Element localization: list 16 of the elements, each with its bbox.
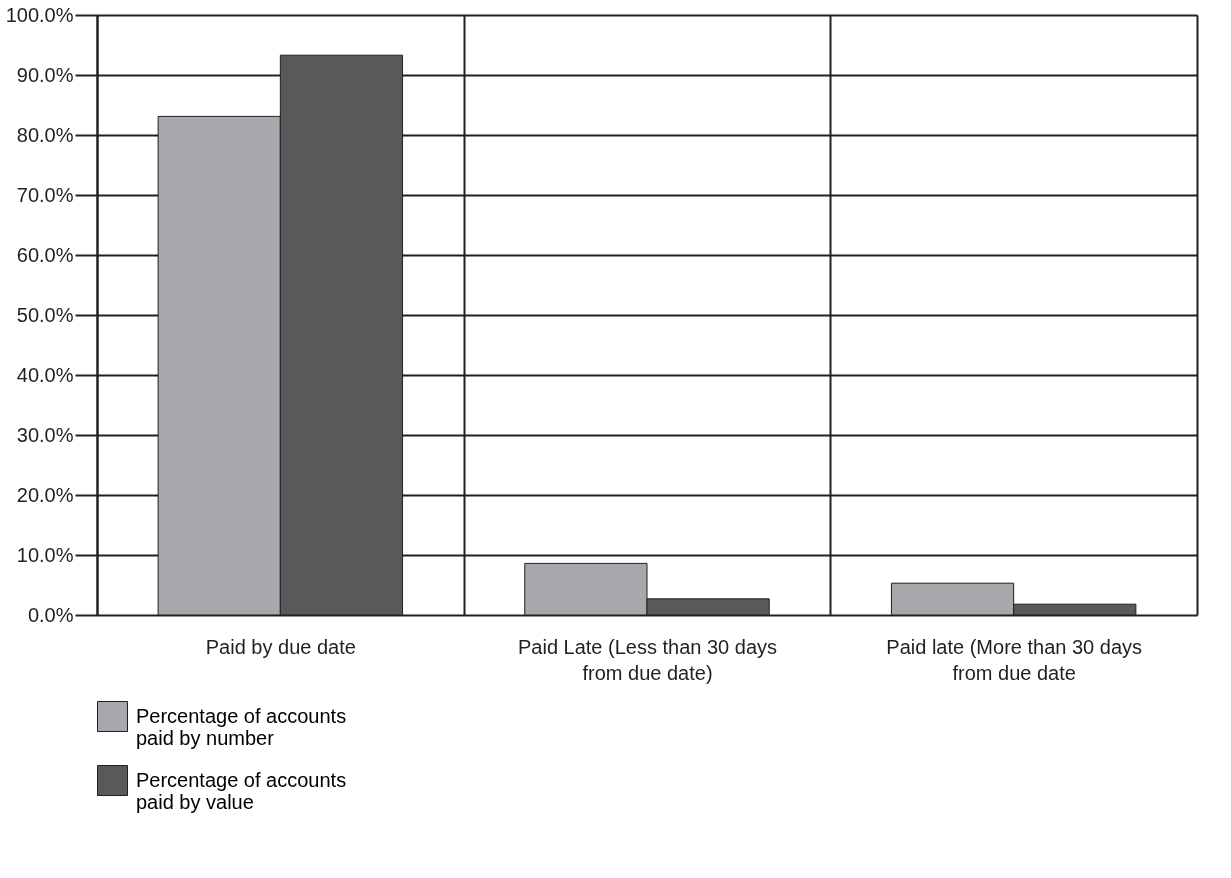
y-tick-label: 90.0%	[16, 63, 74, 86]
y-tick-label: 30.0%	[16, 423, 74, 446]
y-tick-label: 60.0%	[16, 243, 74, 266]
y-tick-label: 70.0%	[16, 183, 74, 206]
legend-label: Percentage of accounts paid by number	[136, 704, 347, 749]
legend-label: Percentage of accounts paid by value	[136, 768, 347, 813]
y-tick-label: 40.0%	[16, 363, 74, 386]
y-tick-label: 10.0%	[16, 543, 74, 566]
y-tick-label: 100.0%	[5, 3, 74, 26]
x-tick-label: Paid by due date	[205, 635, 356, 658]
y-tick-label: 20.0%	[16, 483, 74, 506]
x-tick-label: Paid late (More than 30 days from due date	[886, 635, 1143, 684]
y-tick-label: 50.0%	[16, 303, 74, 326]
y-tick-label: 80.0%	[16, 123, 74, 146]
x-tick-label: Paid Late (Less than 30 days from due date)	[517, 635, 778, 684]
y-tick-label: 0.0%	[27, 603, 74, 626]
